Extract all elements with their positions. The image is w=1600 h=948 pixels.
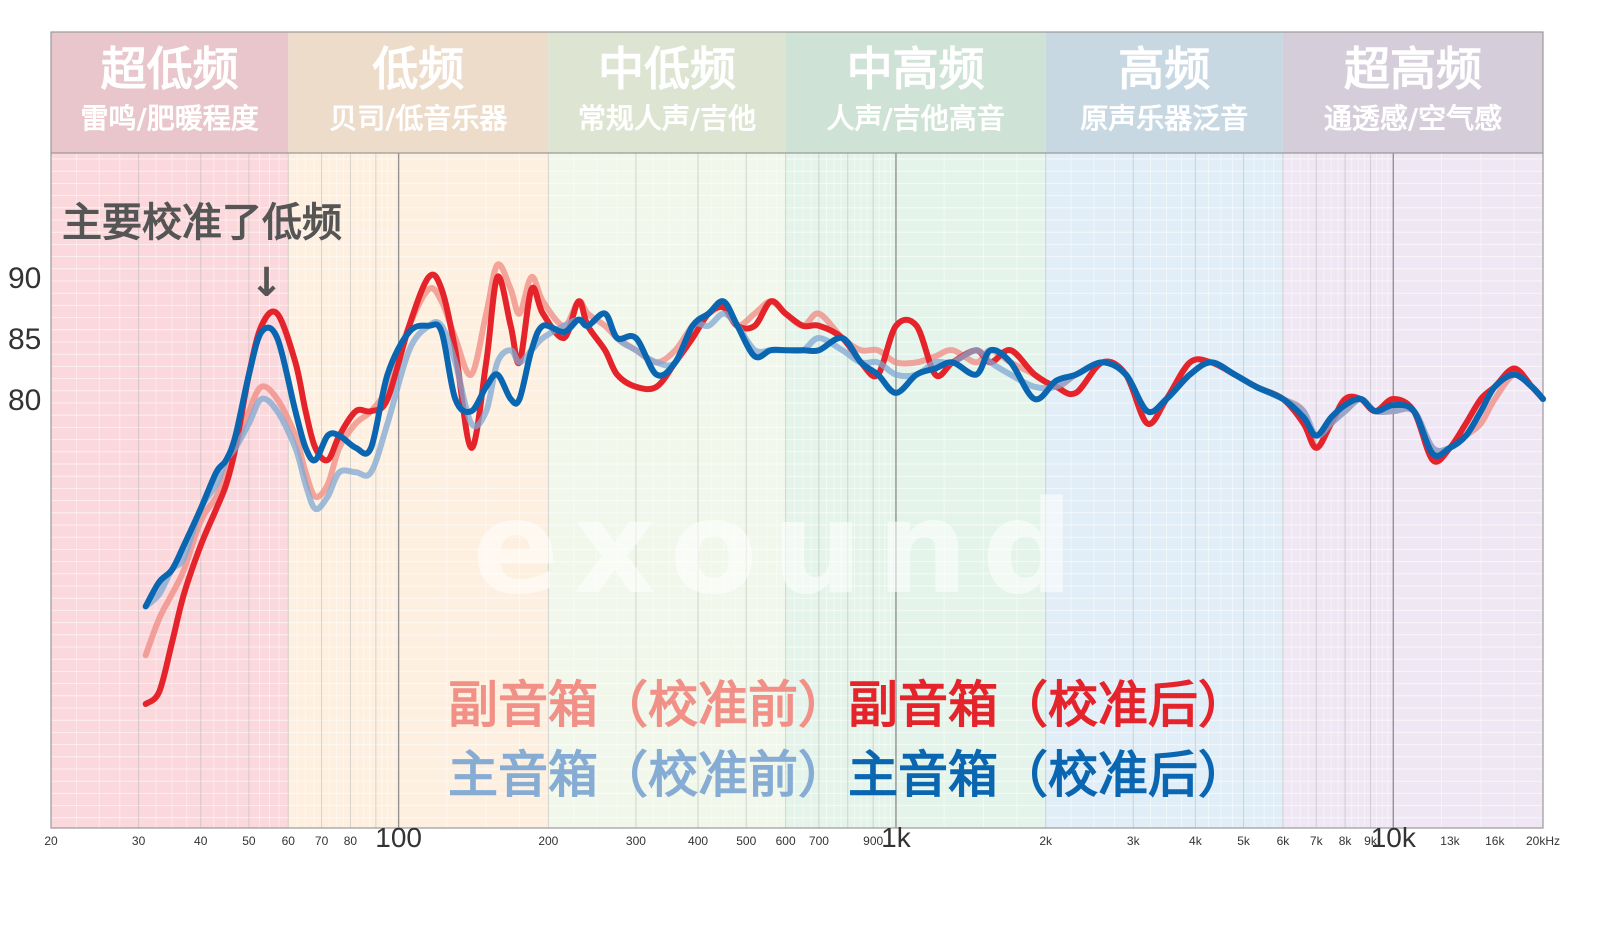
band-subtitle-1: 贝司/低音乐器 (329, 102, 508, 135)
legend-item: 副音箱（校准前） (448, 676, 848, 734)
y-tick-label: 80 (8, 384, 41, 417)
y-axis-ticks: 80 85 90 (8, 262, 41, 417)
x-tick-label: 10k (1371, 822, 1417, 853)
band-header-bg-1 (288, 32, 549, 153)
x-tick-label: 1k (881, 822, 912, 853)
band-area-3 (785, 153, 1046, 828)
band-title-2: 中低频 (598, 42, 736, 96)
series-lines (142, 261, 1546, 707)
series-line-3 (142, 298, 1546, 610)
x-tick-label: 900 (863, 834, 883, 848)
x-tick-label: 5k (1237, 834, 1251, 848)
x-tick-label: 700 (809, 834, 829, 848)
x-tick-label: 400 (688, 834, 708, 848)
x-tick-label: 30 (132, 834, 146, 848)
x-tick-label: 70 (315, 834, 329, 848)
x-tick-label: 4k (1189, 834, 1203, 848)
x-tick-label: 100 (375, 822, 422, 853)
x-tick-label: 20kHz (1526, 834, 1560, 848)
legend-item: 副音箱（校准后） (848, 676, 1248, 734)
legend-item: 主音箱（校准前） (448, 746, 848, 804)
x-tick-label: 16k (1485, 834, 1505, 848)
band-header-bg-5 (1282, 32, 1543, 153)
x-tick-label: 8k (1339, 834, 1353, 848)
band-subtitle-3: 人声/吉他高音 (827, 102, 1005, 135)
x-tick-label: 20 (44, 834, 58, 848)
band-title-0: 超低频 (101, 42, 239, 96)
x-tick-label: 300 (626, 834, 646, 848)
band-header-bg-0 (51, 32, 289, 153)
band-title-5: 超高频 (1344, 42, 1482, 96)
band-subtitle-0: 雷鸣/肥暖程度 (81, 102, 259, 135)
x-tick-label: 13k (1440, 834, 1460, 848)
x-tick-label: 50 (242, 834, 256, 848)
x-tick-label: 500 (736, 834, 756, 848)
x-axis-ticks: 20 30 40 50 60 70 80 100 200 300 400 500 600 700 9001k… (44, 822, 1560, 853)
x-tick-label: 9k (1364, 834, 1378, 848)
x-tick-label: 60 (282, 834, 296, 848)
legend: 副音箱（校准前） 副音箱（校准后）主音箱（校准前） 主音箱（校准后） (448, 676, 1248, 804)
band-title-4: 高频 (1118, 42, 1210, 96)
x-tick-label: 2k (1039, 834, 1053, 848)
annotation: 主要校准了低频 ↓ (62, 200, 342, 306)
series-line-1 (142, 271, 1546, 707)
x-tick-label: 7k (1310, 834, 1324, 848)
annotation-arrow: ↓ (250, 260, 284, 306)
y-tick-label: 85 (8, 323, 41, 356)
band-area-0 (51, 153, 289, 828)
band-title-3: 中高频 (847, 42, 985, 96)
x-tick-label: 600 (776, 834, 796, 848)
band-subtitle-2: 常规人声/吉他 (578, 102, 756, 135)
band-header-bg-3 (785, 32, 1046, 153)
y-tick-label: 90 (8, 262, 41, 295)
band-header-bg-2 (548, 32, 786, 153)
band-subtitle-4: 原声乐器泛音 (1080, 102, 1248, 135)
x-tick-label: 40 (194, 834, 208, 848)
band-header-bg-4 (1045, 32, 1283, 153)
x-tick-label: 3k (1127, 834, 1141, 848)
annotation-text: 主要校准了低频 (62, 200, 342, 246)
x-tick-label: 6k (1277, 834, 1291, 848)
band-area-5 (1282, 153, 1543, 828)
plot-frame (50, 31, 1544, 829)
band-subtitle-5: 通透感/空气感 (1324, 102, 1502, 135)
watermark: exound (472, 474, 1087, 623)
x-tick-label: 200 (538, 834, 558, 848)
band-title-1: 低频 (372, 42, 464, 96)
grid (50, 31, 1544, 829)
x-tick-label: 80 (344, 834, 358, 848)
legend-item: 主音箱（校准后） (848, 746, 1248, 804)
